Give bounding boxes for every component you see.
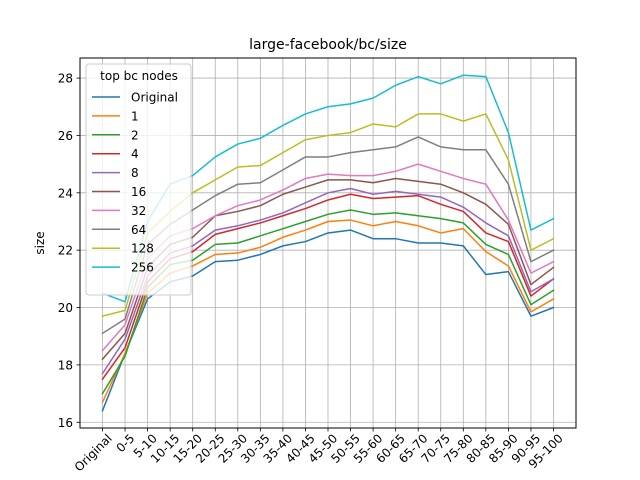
legend: top bc nodes Original 1 2 4 8 16 32 64 128 256 bbox=[85, 63, 192, 296]
y-tick-label: 18 bbox=[58, 358, 73, 372]
y-tick-label: 24 bbox=[58, 186, 73, 200]
legend-label: 2 bbox=[131, 128, 139, 142]
y-axis: 16 18 20 22 24 26 28 bbox=[58, 72, 80, 430]
y-tick-label: 16 bbox=[58, 416, 73, 430]
legend-label: 32 bbox=[131, 204, 146, 218]
legend-label: 1 bbox=[131, 109, 139, 123]
legend-label: 128 bbox=[131, 242, 154, 256]
legend-label: 256 bbox=[131, 261, 154, 275]
legend-label: 8 bbox=[131, 166, 139, 180]
legend-label: 64 bbox=[131, 223, 146, 237]
y-axis-label: size bbox=[33, 231, 47, 254]
y-tick-label: 28 bbox=[58, 72, 73, 86]
legend-title: top bc nodes bbox=[100, 69, 178, 83]
chart-title: large-facebook/bc/size bbox=[249, 37, 407, 53]
legend-label: 4 bbox=[131, 147, 139, 161]
legend-box bbox=[85, 63, 192, 296]
y-tick-label: 26 bbox=[58, 129, 73, 143]
legend-label: 16 bbox=[131, 185, 146, 199]
legend-label: Original bbox=[131, 91, 178, 105]
y-tick-label: 20 bbox=[58, 301, 73, 315]
y-tick-label: 22 bbox=[58, 244, 73, 258]
